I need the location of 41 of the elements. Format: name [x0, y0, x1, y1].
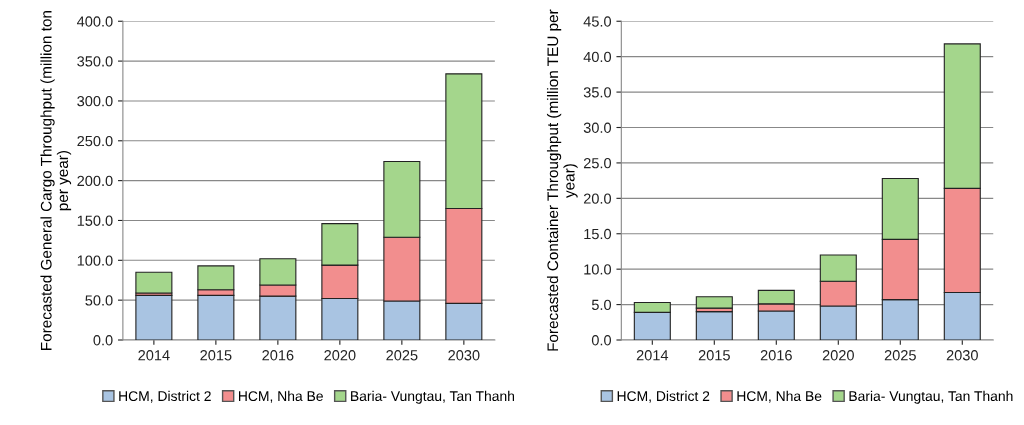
x-tick-label: 2015	[200, 350, 232, 361]
y-axis-title: Forecasted Container Throughput (million TEU per year)	[546, 9, 578, 351]
x-tick-label: 2016	[262, 350, 294, 361]
x-tick-label: 2015	[698, 350, 730, 361]
y-tick-label: 40.0	[583, 51, 612, 63]
legend-label: HCM, District 2	[617, 390, 710, 403]
y-tick-label: 0.0	[93, 335, 113, 346]
legend-label: HCM, Nha Be	[737, 390, 822, 403]
x-tick-label: 2025	[386, 350, 418, 361]
y-tick-label: 0.0	[591, 335, 612, 346]
legend-label: Baria- Vungtau, Tan Thanh	[849, 390, 1013, 404]
x-tick-label: 2016	[760, 350, 792, 361]
x-tick-label: 2020	[822, 350, 854, 361]
y-tick-label: 100.0	[77, 255, 113, 266]
y-tick-label: 400.0	[77, 16, 113, 27]
y-tick-label: 5.0	[591, 299, 612, 311]
x-tick-label: 2030	[448, 350, 480, 361]
y-tick-label: 250.0	[77, 135, 113, 147]
y-tick-label: 350.0	[77, 56, 113, 67]
x-tick-label: 2025	[884, 350, 916, 361]
x-tick-label: 2020	[324, 350, 356, 361]
y-tick-label: 200.0	[77, 175, 113, 187]
x-tick-label: 2030	[946, 350, 978, 361]
x-tick-label: 2014	[138, 350, 170, 361]
x-tick-label: 2014	[636, 350, 669, 361]
y-tick-label: 10.0	[584, 264, 612, 275]
legend-label: HCM, District 2	[119, 390, 211, 403]
y-axis-title: Forecasted General Cargo Throughput (million ton per year)	[40, 11, 72, 350]
y-tick-label: 20.0	[583, 193, 612, 204]
y-tick-label: 15.0	[584, 228, 612, 240]
y-tick-label: 45.0	[583, 16, 612, 27]
y-tick-label: 35.0	[583, 87, 612, 98]
bar	[695, 296, 733, 309]
y-tick-label: 30.0	[583, 122, 612, 133]
legend-label: Baria- Vungtau, Tan Thanh	[351, 390, 515, 404]
legend-label: HCM, Nha Be	[239, 390, 323, 403]
bar	[135, 271, 173, 294]
y-tick-label: 50.0	[85, 295, 113, 306]
y-tick-label: 150.0	[77, 215, 113, 226]
y-tick-label: 25.0	[583, 158, 612, 169]
y-tick-label: 300.0	[77, 96, 113, 107]
